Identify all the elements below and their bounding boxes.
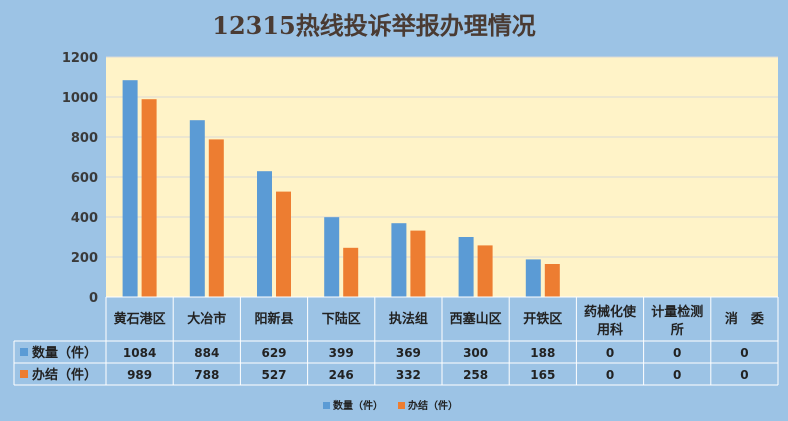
category-label-line: 计量检测 [651, 304, 703, 320]
y-tick-label: 1000 [62, 91, 98, 106]
bar-count [189, 120, 205, 297]
category-label: 执法组 [389, 311, 428, 327]
legend-swatch [398, 402, 405, 409]
data-cell: 788 [194, 368, 219, 382]
data-cell: 0 [673, 346, 681, 360]
data-cell: 0 [673, 368, 681, 382]
chart-title: 12315热线投诉举报办理情况 [212, 11, 536, 40]
category-label: 黄石港区 [114, 311, 166, 327]
category-label-line: 所 [671, 322, 684, 338]
bar-count [324, 217, 340, 297]
bar-closed [544, 264, 560, 297]
y-tick-label: 0 [89, 291, 98, 306]
bar-count [391, 223, 407, 297]
bar-count [525, 259, 541, 297]
bar-closed [477, 245, 493, 297]
legend: 数量（件） 办结（件） [323, 399, 458, 412]
legend-label: 办结（件） [408, 399, 458, 412]
series-row-label: 数量（件） [32, 345, 97, 361]
category-label: 消 委 [725, 311, 764, 327]
y-tick-label: 600 [71, 171, 98, 186]
series-swatch [20, 348, 28, 356]
bar-count [458, 237, 474, 297]
data-cell: 0 [606, 368, 614, 382]
data-cell: 629 [261, 346, 286, 360]
category-label-line: 药械化使 [584, 304, 637, 320]
category-label: 大冶市 [187, 311, 226, 327]
category-label: 下陆区 [322, 311, 361, 327]
bar-closed [276, 191, 291, 297]
data-cell: 0 [740, 346, 748, 360]
data-cell: 332 [396, 368, 421, 382]
series-swatch [20, 370, 28, 378]
data-cell: 0 [740, 368, 748, 382]
category-label: 药械化使用科 [584, 304, 637, 338]
data-cell: 1084 [123, 346, 156, 360]
data-cell: 246 [329, 368, 354, 382]
data-cell: 399 [329, 346, 354, 360]
category-label: 计量检测所 [651, 304, 703, 338]
data-cell: 369 [396, 346, 421, 360]
bar-closed [141, 99, 157, 297]
data-cell: 165 [530, 368, 555, 382]
bars [122, 80, 560, 297]
y-tick-label: 1200 [62, 51, 98, 66]
data-cell: 300 [463, 346, 488, 360]
data-cell: 989 [127, 368, 152, 382]
bar-closed [410, 230, 426, 297]
y-axis-ticks: 0 200 400 600 800 1000 1200 [62, 51, 98, 306]
data-cell: 258 [463, 368, 488, 382]
bar-closed [343, 247, 359, 297]
legend-swatch [323, 402, 330, 409]
y-tick-label: 200 [71, 251, 98, 266]
y-tick-label: 400 [71, 211, 98, 226]
series-row-label: 办结（件） [32, 367, 97, 383]
bar-closed [208, 139, 224, 297]
y-tick-label: 800 [71, 131, 98, 146]
category-label: 开铁区 [523, 311, 562, 327]
data-cell: 0 [606, 346, 614, 360]
category-label: 西塞山区 [450, 311, 502, 327]
bar-count [122, 80, 138, 297]
data-cell: 188 [530, 346, 555, 360]
category-label-line: 用科 [596, 322, 623, 338]
legend-label: 数量（件） [333, 399, 383, 412]
data-cell: 527 [261, 368, 286, 382]
bar-count [257, 171, 272, 297]
category-label: 阳新县 [254, 311, 293, 327]
data-cell: 884 [194, 346, 219, 360]
